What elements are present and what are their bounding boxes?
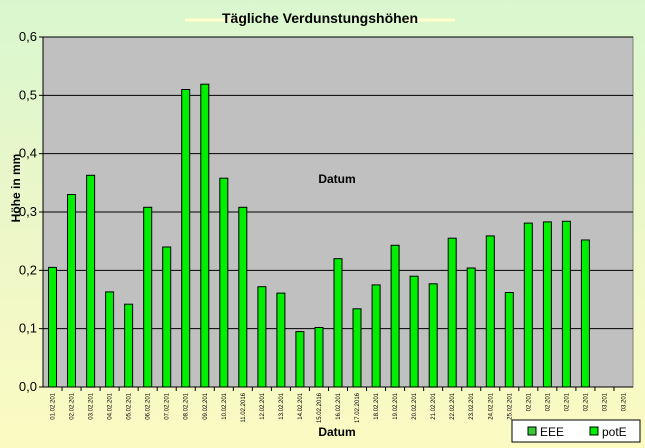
bar-pote [371,284,381,388]
x-tick-label: 12.02.201 [260,392,266,419]
bar-pote [314,327,324,388]
gridlines [43,36,633,330]
x-tick-label: 08.02.201 [184,392,190,419]
x-tick-label: 17.02.2016 [355,392,361,423]
x-tick-label: 02.201 [583,392,589,411]
x-tick-label: 13.02.201 [279,392,285,419]
bar-pote [143,206,153,388]
y-tick-label: 0,5 [19,87,37,102]
y-tick-label: 0,0 [19,379,37,394]
x-tick-label: 25.02.201 [507,392,513,419]
x-tick-label: 23.02.201 [469,392,475,419]
legend-swatch-eee [527,426,537,436]
bar-pote [162,246,172,388]
bar-pote [181,89,191,388]
y-tick-label: 0,3 [19,204,37,219]
legend-box [511,419,641,443]
x-tick-label: 03.02.201 [89,392,95,419]
x-tick-label: 01.02.201 [51,392,57,419]
y-axis-title: Höhe in mm [9,154,23,223]
x-tick-label: 06.02.201 [146,392,152,419]
bar-pote [124,303,134,388]
bar-pote [561,220,571,388]
y-tick-label: 0,6 [19,29,37,44]
x-tick-label: 05.02.201 [127,392,133,419]
bar-pote [428,283,438,388]
bar-pote [276,292,286,388]
bar-pote [219,177,229,388]
bar-pote [48,266,57,388]
x-tick-label: 02.201 [526,392,532,411]
bar-pote [523,222,533,388]
legend-swatch-pote [589,426,599,436]
bar-pote [447,237,457,388]
bar-pote [333,258,343,388]
x-axis-title: Datum [318,172,355,186]
x-tick-label: 09.02.201 [203,392,209,419]
x-tick-label: 21.02.201 [431,392,437,419]
x-tick-label: 07.02.201 [165,392,171,419]
bar-pote [504,292,514,388]
bar-pote [200,83,210,388]
legend-label-pote: potE [602,425,627,439]
bar-pote [580,239,590,388]
x-axis-ticks: 01.02.201 02.02.201 03.02.201 04.02.201 05.0… [51,387,628,423]
x-tick-label: 11.02.2016 [241,392,247,422]
x-tick-label: 03.201 [603,392,609,411]
x-tick-label: 18.02.201 [374,392,380,419]
chart-title: Tägliche Verdunstungshöhen [222,10,418,26]
x-tick-label: 02.201 [564,392,570,411]
bar-pote [409,275,419,388]
x-tick-label: 02.201 [545,392,551,411]
y-axis-ticks: 0,0 0,1 0,2 0,3 0,4 0,5 0,6 [19,29,43,394]
bar-pote [390,244,400,388]
bar-pote [295,331,305,388]
bar-pote [485,235,495,388]
bar-pote [257,286,267,388]
bar-pote [86,174,96,388]
bar-pote [238,206,248,388]
legend: EEE potE [511,419,641,443]
x-tick-label: 03.201 [622,392,628,411]
bar-pote [466,267,476,388]
legend-label-eee: EEE [540,425,564,439]
x-tick-label: 20.02.201 [412,392,418,419]
bar-pote [67,194,76,388]
y-tick-label: 0,1 [19,321,37,336]
bar-pote [352,308,362,388]
x-tick-label: 10.02.201 [222,392,228,419]
x-tick-label: 22.02.201 [450,392,456,419]
x-tick-label: 04.02.201 [108,392,114,419]
x-tick-label: 14.02.201 [298,392,304,419]
x-tick-label: 19.02.201 [393,392,399,419]
bars [48,83,590,388]
x-tick-label: 15.02.2016 [317,392,323,423]
x-axis-title-bottom: Datum [318,425,355,439]
y-tick-label: 0,2 [19,262,37,277]
bar-pote [105,291,115,388]
x-tick-label: 16.02.201 [336,392,342,419]
x-tick-label: 02.02.201 [70,392,76,419]
bar-pote [542,221,552,388]
y-tick-label: 0,4 [19,146,37,161]
x-tick-label: 24.02.201 [488,392,494,419]
